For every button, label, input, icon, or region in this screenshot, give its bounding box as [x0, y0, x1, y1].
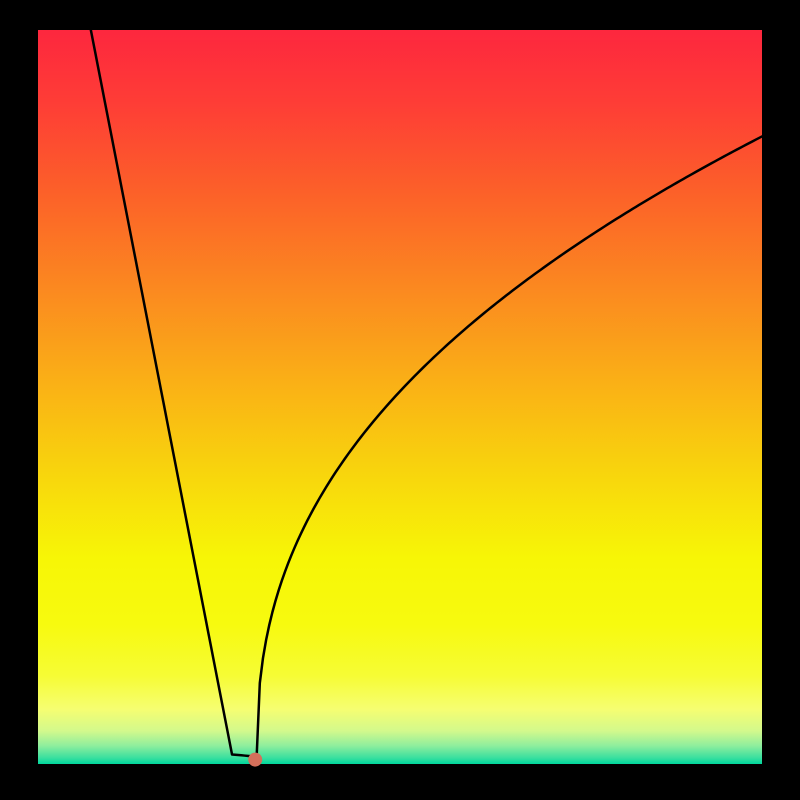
- chart-gradient-background: [38, 30, 762, 764]
- optimal-point-marker: [248, 753, 262, 767]
- chart-stage: TheBottleneck.com: [0, 0, 800, 800]
- bottleneck-chart: [0, 0, 800, 800]
